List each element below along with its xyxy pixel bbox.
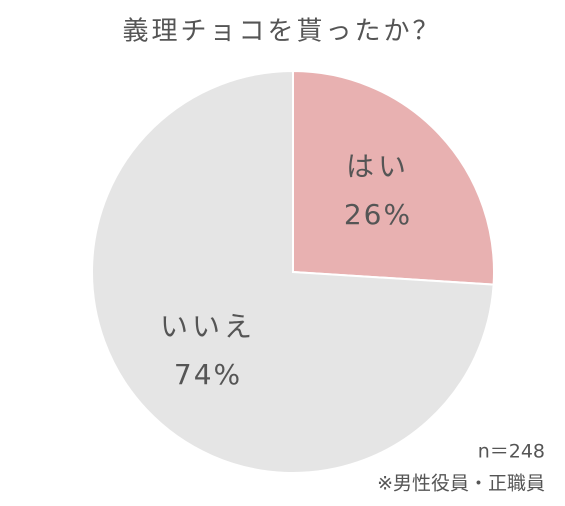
respondent-note: ※男性役員・正職員	[377, 473, 545, 495]
slice-label: いいえ	[160, 310, 256, 343]
value-label: 26%	[344, 198, 412, 231]
value-label: 74%	[174, 358, 242, 391]
sample-note: n＝248	[478, 441, 545, 463]
chart-title: 義理チョコを貰ったか？	[122, 17, 441, 47]
pie-slice	[91, 69, 495, 474]
slice-label: はい	[346, 150, 410, 183]
pie-slice	[292, 69, 495, 286]
